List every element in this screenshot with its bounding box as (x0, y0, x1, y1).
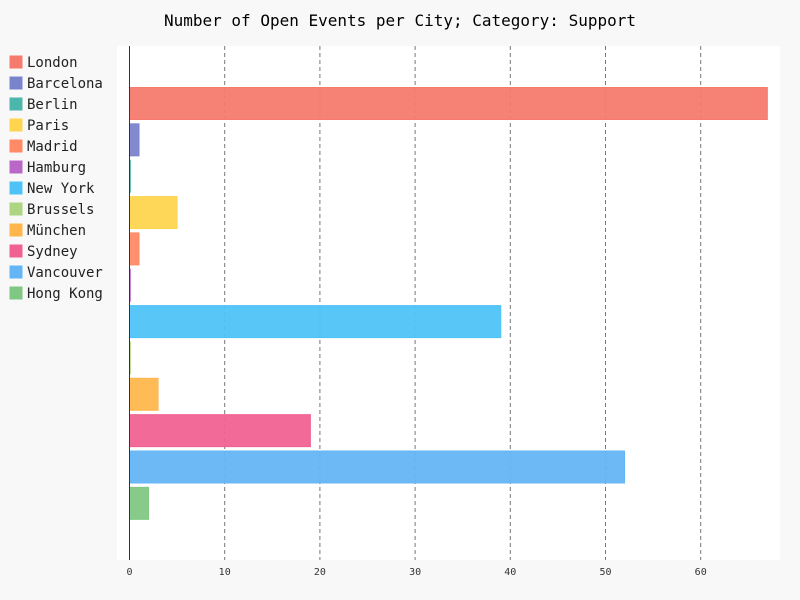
legend-item: Barcelona (9, 76, 103, 92)
chart-title: Number of Open Events per City; Category… (164, 11, 636, 30)
legend-swatch (9, 118, 23, 132)
x-tick-label: 10 (219, 567, 231, 578)
bar-hong-kong (129, 486, 150, 520)
legend-label: London (27, 55, 78, 71)
legend-item: Madrid (9, 139, 78, 155)
bar-london (129, 87, 768, 120)
bar-barcelona (129, 123, 140, 157)
bars (129, 87, 768, 520)
legend-swatch (9, 223, 23, 237)
x-tick-label: 0 (126, 567, 132, 578)
x-tick-label: 50 (599, 567, 611, 578)
legend-label: Paris (27, 118, 69, 134)
legend-item: Vancouver (9, 265, 103, 281)
bar-m-nchen (129, 377, 159, 411)
x-tick-label: 30 (409, 567, 421, 578)
legend-swatch (9, 97, 23, 111)
bar-madrid (129, 232, 140, 266)
legend-label: Barcelona (27, 76, 103, 92)
x-tick-label: 20 (314, 567, 326, 578)
legend-swatch (9, 181, 23, 195)
legend-item: München (9, 223, 86, 239)
legend-swatch (9, 265, 23, 279)
legend-swatch (9, 76, 23, 90)
bar-vancouver (129, 450, 626, 484)
x-tick-label: 60 (695, 567, 707, 578)
legend-label: Berlin (27, 97, 78, 113)
legend-swatch (9, 286, 23, 300)
legend-label: New York (27, 181, 95, 197)
legend-label: Hamburg (27, 160, 86, 176)
legend: London Barcelona Berlin Paris Madrid Hamburg N… (9, 55, 103, 302)
legend-item: Paris (9, 118, 69, 134)
legend-label: Brussels (27, 202, 94, 218)
legend-swatch (9, 139, 23, 153)
legend-swatch (9, 202, 23, 216)
legend-item: New York (9, 181, 95, 197)
legend-label: Sydney (27, 244, 78, 260)
legend-label: Madrid (27, 139, 78, 155)
legend-item: Hong Kong (9, 286, 103, 302)
x-axis-ticks: 0 10 20 30 40 50 60 (126, 567, 706, 578)
legend-swatch (9, 55, 23, 69)
bar-paris (129, 196, 178, 230)
legend-swatch (9, 244, 23, 258)
legend-item: Berlin (9, 97, 78, 113)
legend-label: Vancouver (27, 265, 103, 281)
legend-item: Brussels (9, 202, 94, 218)
bar-sydney (129, 414, 311, 448)
x-tick-label: 40 (504, 567, 516, 578)
legend-item: Sydney (9, 244, 78, 260)
legend-swatch (9, 160, 23, 174)
legend-label: Hong Kong (27, 286, 103, 302)
legend-item: London (9, 55, 78, 71)
legend-item: Hamburg (9, 160, 86, 176)
legend-label: München (27, 223, 86, 239)
bar-new-york (129, 305, 502, 339)
